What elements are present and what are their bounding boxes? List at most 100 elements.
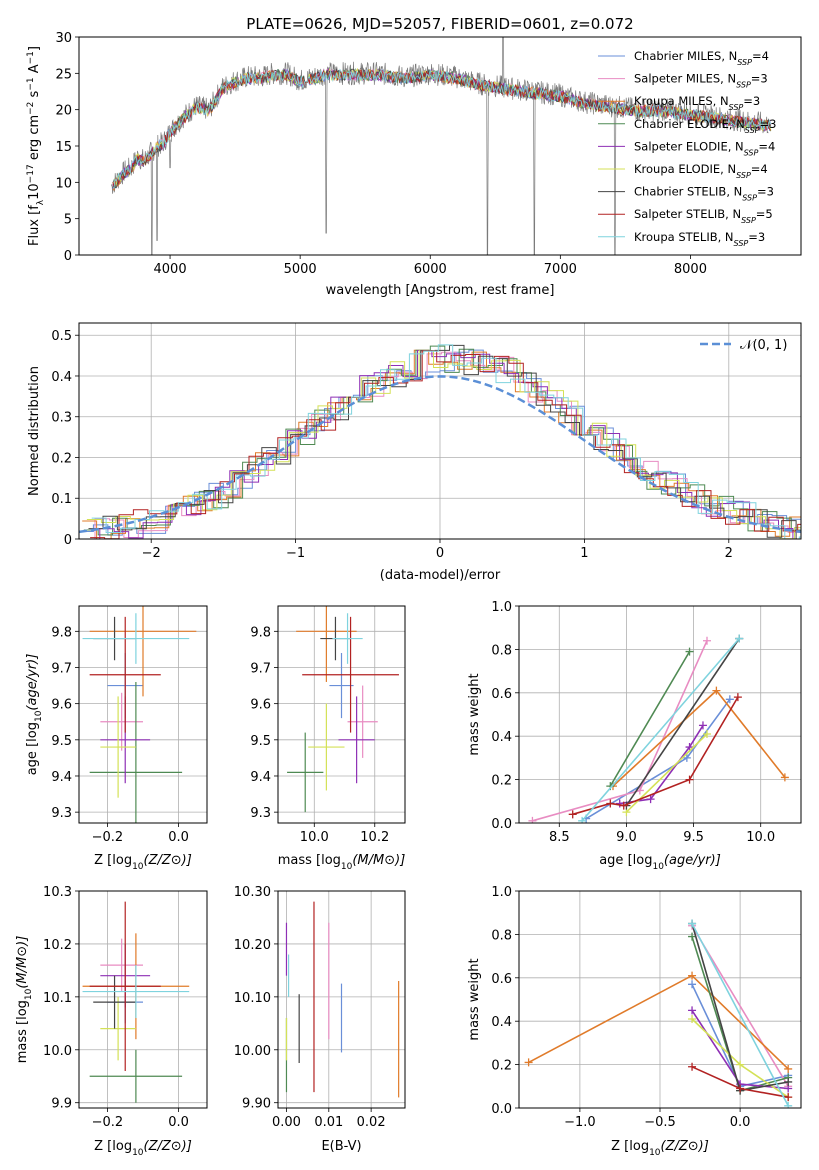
y-tick-label: 0.6 — [491, 972, 512, 987]
label-part: 10 — [652, 862, 664, 872]
y-tick-label: 30 — [55, 31, 72, 46]
histogram-3 — [83, 345, 801, 536]
weight-line-8 — [581, 637, 740, 822]
legend-part: SSP — [737, 58, 752, 67]
plot-area-age-vs-Z — [79, 606, 207, 823]
label-part: Z [log — [94, 1139, 132, 1154]
y-tick-label: 0.3 — [51, 411, 72, 426]
histogram-5 — [86, 350, 801, 539]
axes-frame-mass-vs-Z — [78, 890, 208, 1109]
y-tick-label: 5 — [64, 213, 72, 228]
x-tick-label: 5000 — [284, 262, 317, 277]
label-part: (Z/Z⊙)] — [144, 853, 192, 868]
weight-marker — [712, 686, 721, 695]
histogram-2 — [82, 349, 801, 539]
y-tick-label: 10.1 — [43, 991, 72, 1006]
y-tick-label: 9.6 — [250, 698, 271, 713]
y-tick-label: 9.9 — [51, 1097, 72, 1112]
plot-area-age-vs-mass — [278, 606, 405, 823]
weight-line-8 — [691, 923, 789, 1107]
y-tick-label: 9.7 — [250, 661, 271, 676]
x-tick-label: 7000 — [544, 262, 577, 277]
y-tick-label: 0.2 — [491, 774, 512, 789]
panel-spectrum: 4000 5000 6000 7000 8000 0 5 10 15 20 25 30 — [55, 31, 802, 277]
axis-label: Z [log10(Z/Z⊙)] — [611, 1139, 709, 1158]
legend-part: SSP — [729, 103, 744, 112]
x-tick-label: 6000 — [414, 262, 447, 277]
x-tick-label: 10.0 — [300, 830, 329, 845]
weight-marker — [784, 1077, 793, 1086]
y-tick-label: 1.0 — [491, 600, 512, 615]
y-tick-label: 10.30 — [234, 885, 271, 900]
weight-marker — [682, 753, 691, 762]
y-tick-label: 10.20 — [234, 938, 271, 953]
histogram-8 — [91, 344, 801, 539]
y-tick-label: 9.4 — [250, 770, 271, 785]
y-tick-label: 0.8 — [491, 643, 512, 658]
legend-label-normal: 𝒩(0, 1) — [740, 338, 787, 353]
y-tick-label: 25 — [55, 67, 72, 82]
y-label-part: −2 — [26, 102, 36, 115]
x-axis-label: E(B-V) — [321, 1139, 361, 1154]
legend-part: SSP — [741, 216, 756, 225]
weight-marker — [685, 647, 694, 656]
y-tick-label: 9.7 — [51, 661, 72, 676]
label-part: (Z/Z⊙)] — [661, 1139, 709, 1154]
x-tick-label: 0 — [436, 546, 444, 561]
weight-marker — [685, 743, 694, 752]
axes-frame-weight-vs-Z — [518, 890, 802, 1109]
x-tick-label: 1 — [580, 546, 588, 561]
x-tick-label: 10.0 — [746, 830, 775, 845]
y-tick-label: 9.4 — [51, 770, 72, 785]
axes-frame-age-vs-mass — [277, 605, 406, 824]
plot-area-weight-vs-age — [519, 606, 801, 823]
y-label-part: Flux [f — [27, 205, 42, 246]
x-tick-label: 10.2 — [360, 830, 389, 845]
y-tick-label: 9.5 — [250, 734, 271, 749]
x-tick-label: 2 — [725, 546, 733, 561]
x-tick-label: −1.0 — [564, 1115, 596, 1130]
legend-part: =3 — [743, 94, 760, 108]
y-label-part: s — [27, 90, 42, 101]
legend-label-7: Salpeter STELIB, NSSP=5 — [634, 207, 773, 225]
y-tick-label: 9.8 — [250, 625, 271, 640]
legend-part: Chabrier STELIB, N — [634, 185, 742, 199]
weight-marker — [528, 816, 537, 823]
label-part: age [log — [25, 722, 40, 775]
weight-marker — [688, 971, 697, 980]
weight-marker — [688, 919, 697, 928]
legend-part: Chabrier MILES, N — [634, 49, 737, 63]
plot-area-spectrum — [111, 37, 772, 255]
x-tick-label: −1 — [286, 546, 305, 561]
weight-marker — [688, 1006, 697, 1015]
axes-frame-weight-vs-age — [518, 605, 802, 824]
weight-marker — [698, 721, 707, 730]
y-axis-label: mass weight — [467, 673, 482, 755]
axes-frame-age-vs-Z — [78, 605, 208, 824]
weight-marker — [736, 1060, 745, 1069]
panel-residuals: −2 −1 0 1 2 0 0.1 0.2 0.3 0.4 0.5 — [51, 322, 802, 561]
label-part: (age/yr)] — [25, 654, 40, 711]
y-tick-label: 9.90 — [242, 1097, 271, 1112]
weight-marker — [578, 816, 587, 823]
x-tick-label: 4000 — [154, 262, 187, 277]
legend-label-4: Salpeter ELODIE, NSSP=4 — [634, 139, 775, 157]
legend-part: =4 — [752, 49, 769, 63]
y-label-part: ] — [27, 46, 42, 51]
normal-curve — [79, 375, 801, 534]
histogram-7 — [90, 350, 801, 539]
x-tick-label: 0.0 — [168, 830, 189, 845]
legend-part: Chabrier ELODIE, N — [634, 117, 745, 131]
legend-label-6: Chabrier STELIB, NSSP=3 — [634, 185, 774, 203]
label-part: 10 — [132, 1148, 144, 1158]
label-part: 10 — [649, 1148, 661, 1158]
y-label-part: −1 — [26, 51, 36, 64]
axis-label: age [log10(age/yr)] — [25, 654, 44, 776]
y-tick-label: 10.0 — [43, 1044, 72, 1059]
legend-label-2: Kroupa MILES, NSSP=3 — [634, 94, 760, 112]
chart-title: PLATE=0626, MJD=52057, FIBERID=0601, z=0… — [246, 15, 633, 33]
axes-frame-residuals — [78, 322, 802, 540]
x-tick-label: −0.2 — [92, 830, 124, 845]
axes-frame-mass-vs-ebv — [277, 890, 406, 1109]
